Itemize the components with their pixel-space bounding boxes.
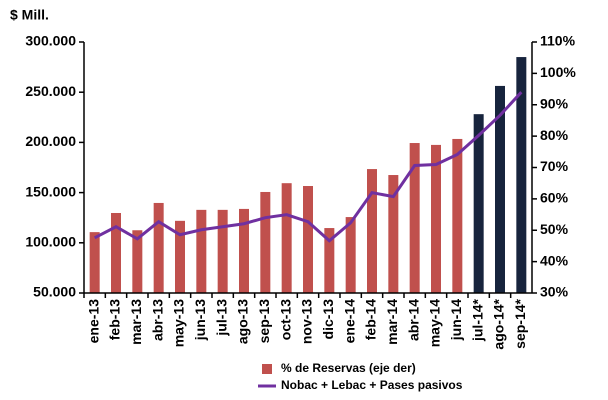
y2-tick-label: 90% xyxy=(540,95,569,111)
y2-tick-label: 100% xyxy=(540,64,576,80)
bar xyxy=(495,85,505,293)
y2-tick-label: 80% xyxy=(540,127,569,143)
line xyxy=(93,91,523,243)
bar xyxy=(324,228,335,293)
y2-tick-label: 50% xyxy=(540,221,569,237)
x-tick-label: jun-14 xyxy=(448,299,464,341)
bar xyxy=(367,169,377,293)
bar xyxy=(239,208,249,293)
y-tick-label: 300.000 xyxy=(25,33,76,49)
y-unit-label: $ Mill. xyxy=(10,7,49,23)
bar xyxy=(260,191,271,293)
x-tick-label: jun-13 xyxy=(192,299,208,341)
x-tick-label: ago-13 xyxy=(235,299,251,344)
y-tick-label: 250.000 xyxy=(25,83,76,99)
x-tick-label: sep-13 xyxy=(256,299,272,344)
legend-label: % de Reservas (eje der) xyxy=(281,361,416,375)
bar xyxy=(89,232,100,293)
legend-swatch xyxy=(262,364,272,374)
x-tick-label: abr-14 xyxy=(405,299,421,341)
bar xyxy=(153,202,164,293)
y-tick-label: 200.000 xyxy=(25,133,76,149)
bar xyxy=(345,217,356,293)
x-tick-label: abr-13 xyxy=(149,299,165,341)
x-tick-label: may-13 xyxy=(171,299,187,347)
x-tick-label: feb-13 xyxy=(107,299,123,340)
y2-tick-label: 70% xyxy=(540,158,569,174)
legend-label: Nobac + Lebac + Pases pasivos xyxy=(281,378,463,392)
y2-tick-label: 30% xyxy=(540,284,569,300)
x-tick-label: oct-13 xyxy=(277,299,293,340)
x-tick-label: feb-14 xyxy=(363,299,379,340)
y2-tick-label: 60% xyxy=(540,190,569,206)
bar xyxy=(132,230,143,293)
x-tick-label: may-14 xyxy=(427,299,443,347)
bar xyxy=(303,186,313,293)
x-tick-label: ene-13 xyxy=(85,299,101,344)
x-tick-label: jul-13 xyxy=(213,299,229,337)
y2-tick-label: 110% xyxy=(540,33,576,49)
bar xyxy=(175,220,185,293)
x-tick-label: nov-13 xyxy=(299,299,315,344)
bar xyxy=(281,183,292,293)
bar xyxy=(111,212,121,293)
bar xyxy=(388,175,399,293)
bar xyxy=(452,138,463,293)
bar xyxy=(196,209,207,293)
y-tick-label: 150.000 xyxy=(25,183,76,199)
x-tick-label: jul-14* xyxy=(469,298,485,342)
bar xyxy=(409,143,420,293)
x-tick-label: sep-14* xyxy=(512,298,528,348)
x-tick-label: ago-14* xyxy=(491,298,507,349)
bar xyxy=(473,114,484,293)
y-tick-label: 100.000 xyxy=(25,234,76,250)
x-tick-label: ene-14 xyxy=(341,299,357,344)
y-tick-label: 50.000 xyxy=(33,284,76,300)
bar xyxy=(516,57,527,294)
bar xyxy=(431,144,441,293)
x-tick-label: mar-14 xyxy=(384,299,400,345)
x-tick-label: mar-13 xyxy=(128,299,144,345)
x-tick-label: dic-13 xyxy=(320,299,336,340)
y2-tick-label: 40% xyxy=(540,252,569,268)
bar xyxy=(217,209,228,293)
